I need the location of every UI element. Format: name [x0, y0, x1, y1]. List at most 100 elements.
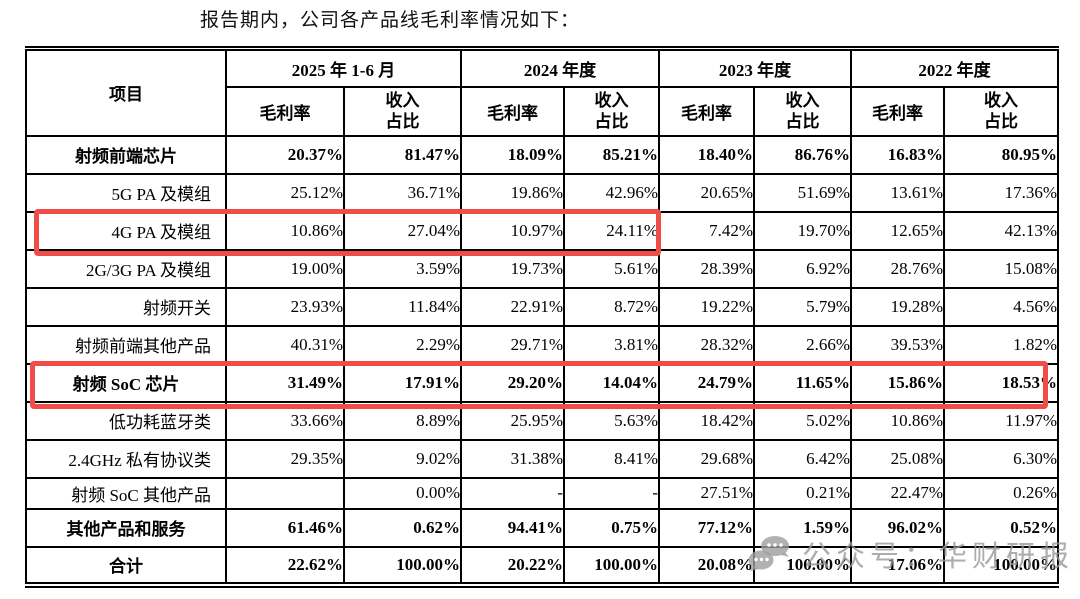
- cell-value: 6.92%: [753, 248, 853, 289]
- cell-value: 20.37%: [225, 134, 345, 175]
- cell-value: 2.29%: [342, 324, 463, 365]
- cell-value: 61.46%: [225, 507, 345, 548]
- cell-value: 4.56%: [943, 286, 1060, 327]
- table-row: 低功耗蓝牙类 33.66% 8.89% 25.95% 5.63% 18.42% 5.02% 1…: [25, 400, 1060, 441]
- row-label: 射频前端芯片: [25, 134, 227, 175]
- cell-value: 31.49%: [225, 362, 345, 403]
- table-row: 5G PA 及模组 25.12% 36.71% 19.86% 42.96% 20.65% 5…: [25, 172, 1060, 213]
- cell-value: 11.84%: [342, 286, 463, 327]
- cell-value: 80.95%: [943, 134, 1060, 175]
- cell-value: 8.41%: [563, 438, 661, 479]
- cell-value: 18.42%: [658, 400, 756, 441]
- cell-value: -: [460, 476, 566, 510]
- subheader-margin: 毛利率: [225, 85, 345, 137]
- cell-value: 20.65%: [658, 172, 756, 213]
- row-label: 低功耗蓝牙类: [25, 400, 227, 441]
- cell-value: 51.69%: [753, 172, 853, 213]
- cell-value: 5.02%: [753, 400, 853, 441]
- cell-value: 28.32%: [658, 324, 756, 365]
- cell-value: 2.66%: [753, 324, 853, 365]
- cell-value: 13.61%: [850, 172, 946, 213]
- cell-value: 85.21%: [563, 134, 661, 175]
- row-label: 射频前端其他产品: [25, 324, 227, 365]
- row-label: 射频开关: [25, 286, 227, 327]
- subheader-revenue-share: 收入 占比: [563, 85, 661, 137]
- cell-value: 17.36%: [943, 172, 1060, 213]
- cell-value: 23.93%: [225, 286, 345, 327]
- cell-value: 81.47%: [342, 134, 463, 175]
- table-row: 其他产品和服务 61.46% 0.62% 94.41% 0.75% 77.12% 1.59%…: [25, 507, 1060, 548]
- row-label: 4G PA 及模组: [25, 210, 227, 251]
- cell-value: 0.52%: [943, 507, 1060, 548]
- row-label: 射频 SoC 芯片: [25, 362, 227, 403]
- cell-value: 25.12%: [225, 172, 345, 213]
- row-label: 5G PA 及模组: [25, 172, 227, 213]
- cell-value: [225, 476, 345, 510]
- subheader-margin: 毛利率: [658, 85, 756, 137]
- cell-value: 28.76%: [850, 248, 946, 289]
- cell-value: 36.71%: [342, 172, 463, 213]
- cell-value: 29.35%: [225, 438, 345, 479]
- cell-value: 1.59%: [753, 507, 853, 548]
- subheader-revenue-share: 收入 占比: [753, 85, 853, 137]
- cell-value: 11.65%: [753, 362, 853, 403]
- cell-value: 0.62%: [342, 507, 463, 548]
- table-row: 射频开关 23.93% 11.84% 22.91% 8.72% 19.22% 5.79% 19…: [25, 286, 1060, 327]
- cell-value: 86.76%: [753, 134, 853, 175]
- cell-value: 100.00%: [342, 545, 463, 586]
- cell-value: 24.11%: [563, 210, 661, 251]
- cell-value: 19.00%: [225, 248, 345, 289]
- cell-value: 42.96%: [563, 172, 661, 213]
- cell-value: 25.95%: [460, 400, 566, 441]
- cell-value: 18.09%: [460, 134, 566, 175]
- subheader-revenue-share: 收入 占比: [342, 85, 463, 137]
- cell-value: 94.41%: [460, 507, 566, 548]
- cell-value: 15.86%: [850, 362, 946, 403]
- cell-value: 10.97%: [460, 210, 566, 251]
- cell-value: 42.13%: [943, 210, 1060, 251]
- cell-value: -: [563, 476, 661, 510]
- cell-value: 19.86%: [460, 172, 566, 213]
- cell-value: 29.68%: [658, 438, 756, 479]
- row-label: 2.4GHz 私有协议类: [25, 438, 227, 479]
- cell-value: 15.08%: [943, 248, 1060, 289]
- cell-value: 24.79%: [658, 362, 756, 403]
- row-label: 射频 SoC 其他产品: [25, 476, 227, 510]
- cell-value: 10.86%: [850, 400, 946, 441]
- column-header-period-2025: 2025 年 1-6 月: [224, 47, 463, 88]
- subheader-margin: 毛利率: [850, 85, 946, 137]
- cell-value: 96.02%: [850, 507, 946, 548]
- table-row: 射频 SoC 芯片 31.49% 17.91% 29.20% 14.04% 24.79% 1…: [25, 362, 1060, 403]
- table-row: 2G/3G PA 及模组 19.00% 3.59% 19.73% 5.61% 28.39%…: [25, 248, 1060, 289]
- cell-value: 0.21%: [753, 476, 853, 510]
- cell-value: 19.28%: [850, 286, 946, 327]
- row-label: 合计: [25, 545, 227, 586]
- cell-value: 31.38%: [460, 438, 566, 479]
- subheader-revenue-share: 收入 占比: [943, 85, 1060, 137]
- cell-value: 20.22%: [460, 545, 566, 586]
- page-title: 报告期内，公司各产品线毛利率情况如下：: [200, 10, 581, 31]
- cell-value: 1.82%: [943, 324, 1060, 365]
- cell-value: 8.89%: [342, 400, 463, 441]
- cell-value: 7.42%: [658, 210, 756, 251]
- cell-value: 17.91%: [342, 362, 463, 403]
- cell-value: 40.31%: [225, 324, 345, 365]
- cell-value: 6.30%: [943, 438, 1060, 479]
- cell-value: 20.08%: [658, 545, 756, 586]
- cell-value: 5.79%: [753, 286, 853, 327]
- cell-value: 27.51%: [658, 476, 756, 510]
- cell-value: 22.91%: [460, 286, 566, 327]
- cell-value: 3.81%: [563, 324, 661, 365]
- cell-value: 5.61%: [563, 248, 661, 289]
- cell-value: 33.66%: [225, 400, 345, 441]
- cell-value: 18.53%: [943, 362, 1060, 403]
- cell-value: 0.26%: [943, 476, 1060, 510]
- cell-value: 5.63%: [563, 400, 661, 441]
- row-label: 其他产品和服务: [25, 507, 227, 548]
- cell-value: 3.59%: [342, 248, 463, 289]
- cell-value: 100.00%: [563, 545, 661, 586]
- cell-value: 10.86%: [225, 210, 345, 251]
- cell-value: 100.00%: [753, 545, 853, 586]
- cell-value: 6.42%: [753, 438, 853, 479]
- cell-value: 8.72%: [563, 286, 661, 327]
